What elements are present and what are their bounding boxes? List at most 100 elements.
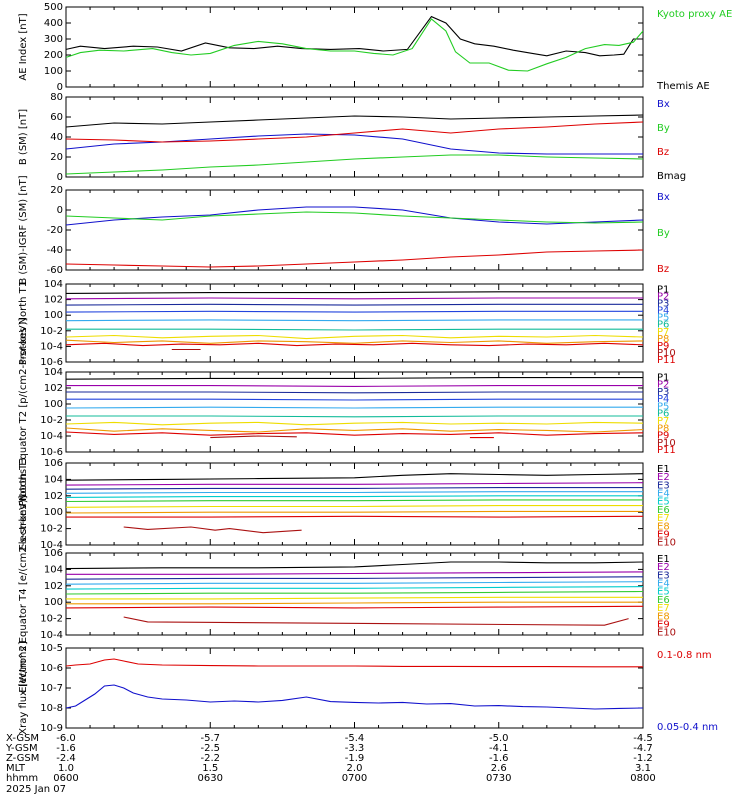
y-tick-label: 20 (50, 185, 63, 196)
series-line-p8 (66, 339, 643, 344)
legend-item: Kyoto proxy AE (657, 9, 732, 20)
y-tick-label: 102 (44, 295, 63, 306)
time-axis-value: -1.9 (345, 753, 365, 764)
y-axis-label: Electrons Equator T4 [e/(cm2-s-sr-keV)] (18, 495, 29, 692)
y-tick-label: 10-4 (40, 540, 63, 551)
legend-item: E8 (657, 611, 670, 622)
y-tick-label: 10-9 (40, 723, 63, 734)
legend-item: E5 (657, 497, 670, 508)
legend-item: P11 (657, 355, 676, 366)
time-axis-value: 0600 (53, 773, 78, 784)
legend: 0.1-0.8 nm 0.05-0.4 nm (657, 650, 718, 733)
y-tick-label: 100 (44, 399, 63, 410)
legend-item: P4 (657, 306, 669, 317)
y-tick-label: 10-8 (40, 703, 63, 714)
series-line-bx (66, 133, 643, 155)
legend-item: E2 (657, 562, 670, 573)
series-line-bz (66, 121, 643, 143)
y-tick-label: 400 (44, 18, 63, 29)
y-tick-label: 104 (44, 367, 63, 378)
legend-item: E1 (657, 554, 670, 565)
y-axis-label: AE Index [nT] (18, 13, 29, 80)
legend-item: P2 (657, 380, 669, 391)
series-line-bmag (66, 114, 643, 128)
legend-item: P7 (657, 416, 669, 427)
y-tick-label: 0 (57, 205, 63, 216)
panel-7: 10-4 10-2 100 102 104 106 Electrons Equator T4… (18, 495, 676, 692)
series-line-e5 (66, 586, 643, 590)
series-line-e9 (66, 605, 643, 609)
y-tick-label: 102 (44, 581, 63, 592)
series-line-e7 (66, 505, 643, 508)
legend-item: E3 (657, 570, 670, 581)
legend-item: Bz (657, 147, 669, 158)
series-line-e5 (66, 495, 643, 498)
time-axis-date: 2025 Jan 07 (6, 784, 66, 795)
series-line-p1 (66, 291, 643, 294)
y-tick-label: -20 (47, 225, 63, 236)
panel-5: 10-6 10-4 10-2 100 102 104 Protons Equator T2 … (18, 317, 676, 506)
y-tick-label: 10-6 (40, 447, 63, 458)
legend-item: P4 (657, 394, 669, 405)
legend-item: E6 (657, 505, 670, 516)
y-tick-label: -60 (47, 265, 63, 276)
legend-item: E7 (657, 603, 670, 614)
y-tick-label: 80 (50, 92, 63, 103)
time-axis-row-label: hhmm (6, 773, 38, 784)
legend-item: E10 (657, 538, 676, 549)
series-line-by (66, 211, 643, 224)
series-line-e2 (66, 571, 643, 575)
series-line-by (66, 154, 643, 175)
y-tick-label: 100 (44, 507, 63, 518)
y-tick-label: 10-2 (40, 326, 63, 337)
legend: Bx By Bz Bmag (657, 99, 686, 182)
time-axis-row-label: Z-GSM (6, 753, 39, 764)
legend-item: E2 (657, 472, 670, 483)
y-tick-label: 500 (44, 2, 63, 13)
y-tick-label: 10-4 (40, 431, 63, 442)
y-tick-label: 60 (50, 112, 63, 123)
series-line-e6 (66, 590, 643, 595)
series-line-p5 (66, 319, 643, 322)
series-line-p10 (210, 435, 297, 439)
series-group (66, 206, 643, 268)
y-tick-label: 10-4 (40, 630, 63, 641)
legend-item: P1 (657, 284, 669, 295)
y-axis-label: Protons North T1 (18, 281, 29, 365)
y-tick-label: -40 (47, 245, 63, 256)
legend-item: P6 (657, 409, 669, 420)
time-axis: X-GSM -6.0 -5.7 -5.4 -5.0 -4.5 Y-GSM -1.6 -2.5 -3… (5, 733, 656, 795)
y-tick-label: 10-2 (40, 415, 63, 426)
series-line-p2 (66, 385, 643, 387)
legend-item: P9 (657, 341, 669, 352)
legend-item: P3 (657, 387, 669, 398)
series-line-themis-ae (66, 15, 643, 57)
legend-item: By (657, 228, 670, 239)
time-axis-row-label: MLT (6, 763, 26, 774)
series-line-e1 (66, 561, 643, 570)
time-axis-value: -1.2 (633, 753, 653, 764)
legend-item: Themis AE (656, 81, 710, 92)
legend-item: E5 (657, 587, 670, 598)
legend-item: By (657, 123, 670, 134)
series-line-e7 (66, 596, 643, 600)
series-line-e10 (123, 616, 629, 626)
legend-item: E8 (657, 521, 670, 532)
y-tick-label: 102 (44, 383, 63, 394)
time-axis-value: -4.7 (633, 743, 653, 754)
y-tick-label: 10-7 (40, 683, 63, 694)
legend-item: P5 (657, 401, 669, 412)
y-tick-label: 10-2 (40, 524, 63, 535)
time-axis-row-label: Y-GSM (5, 743, 38, 754)
series-line-p3 (66, 391, 643, 394)
y-axis-label: Electrons North T3 (18, 457, 29, 550)
time-axis-value: 0700 (342, 773, 367, 784)
legend-item: Bx (657, 99, 670, 110)
series-line-e1 (66, 473, 643, 481)
series-line-p7 (66, 334, 643, 340)
legend-item: 0.05-0.4 nm (657, 722, 718, 733)
